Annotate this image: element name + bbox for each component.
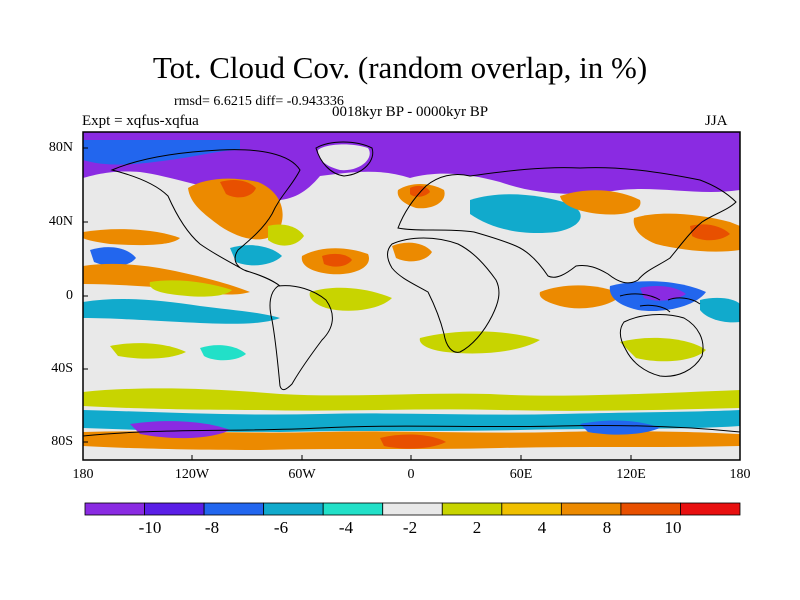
african-coast-orange xyxy=(392,242,432,262)
colorbar-label-8: 8 xyxy=(602,518,612,537)
colorbar-label-7: 4 xyxy=(537,518,547,537)
east-asia-orange xyxy=(633,213,740,252)
colorbar-box-6 xyxy=(382,502,443,516)
colorbar-label-6: 2 xyxy=(472,518,482,537)
antarctic-blue-patch xyxy=(580,420,660,435)
axis-ticks xyxy=(82,147,741,460)
west-pacific-cyan xyxy=(700,297,740,323)
greenland-neutral-patch xyxy=(318,144,370,171)
lat-label-80n: 80N xyxy=(48,140,73,155)
south-pacific-olive xyxy=(110,343,186,359)
colorbar-box-1 xyxy=(84,502,145,516)
indian-ocean-orange xyxy=(539,285,622,309)
colorbar-label-5: -2 xyxy=(402,518,418,537)
lat-label-80s: 80S xyxy=(51,434,73,449)
lon-label-180e: 180 xyxy=(729,467,751,482)
anomaly-field xyxy=(83,132,740,460)
coastline-africa xyxy=(387,237,500,353)
colorbar-label-2: -8 xyxy=(204,518,220,537)
colorbar-label-4: -4 xyxy=(338,518,354,537)
experiment-label: Expt = xqfus-xqfua xyxy=(82,113,199,129)
colorbar-box-8 xyxy=(501,502,562,516)
atlantic-equator-olive xyxy=(309,287,392,311)
lat-label-40n: 40N xyxy=(48,214,73,229)
colorbar-label-9: 10 xyxy=(664,518,682,537)
coastline-antarctica xyxy=(83,424,740,437)
map-title: Tot. Cloud Cov. (random overlap, in %) xyxy=(152,50,648,85)
siberia-positive xyxy=(560,190,641,215)
stats-label: rmsd= 6.6215 diff= -0.943336 xyxy=(174,94,344,109)
antarctic-red-patch xyxy=(380,434,446,449)
lat-label-40s: 40S xyxy=(51,361,73,376)
coastline-maritime-continent xyxy=(619,293,701,313)
arctic-blue-patch xyxy=(83,140,240,165)
coastline-south-america xyxy=(269,285,333,391)
north-america-olive xyxy=(268,224,304,246)
lat-label-eq: 0 xyxy=(66,288,73,303)
southern-ocean-cyan xyxy=(83,410,740,432)
colorbar-label-3: -6 xyxy=(273,518,289,537)
australia-olive xyxy=(620,337,706,362)
colorbar-box-7 xyxy=(441,502,503,516)
antarctic-violet-patch xyxy=(130,421,230,439)
colorbar-box-9 xyxy=(560,502,622,516)
europe-red-core xyxy=(410,185,430,197)
maritime-continent-violet xyxy=(640,286,686,301)
coastline-eurasia xyxy=(397,167,737,284)
season-label: JJA xyxy=(705,113,728,129)
lon-label-0: 0 xyxy=(407,467,415,482)
period-label: 0018kyr BP - 0000kyr BP xyxy=(331,104,489,120)
colorbar-label-1: -10 xyxy=(138,518,162,537)
southern-ocean-olive xyxy=(83,388,740,411)
lon-label-120e: 120E xyxy=(616,467,646,482)
colorbar-box-2 xyxy=(144,502,205,516)
colorbar-box-3 xyxy=(203,502,265,516)
coastline-greenland xyxy=(315,141,374,177)
lon-label-60w: 60W xyxy=(288,467,316,482)
coastlines xyxy=(83,141,740,437)
colorbar-box-11 xyxy=(680,502,741,516)
north-america-positive xyxy=(188,178,283,240)
colorbar-box-4 xyxy=(263,502,324,516)
lon-label-180w: 180 xyxy=(72,467,94,482)
south-pacific-teal xyxy=(200,345,246,361)
east-asia-red xyxy=(690,224,730,241)
coastline-north-america xyxy=(110,149,301,287)
lon-label-120w: 120W xyxy=(174,467,210,482)
colorbar-box-5 xyxy=(322,502,384,516)
equatorial-pacific-olive xyxy=(149,280,232,297)
colorbar xyxy=(84,502,741,516)
caribbean-cyan xyxy=(230,245,282,266)
mid-atlantic-red xyxy=(322,253,352,267)
east-pacific-blue xyxy=(90,247,136,267)
central-asia-cyan xyxy=(470,194,581,234)
north-pacific-orange xyxy=(83,229,180,246)
equatorial-cyan-band xyxy=(83,299,280,324)
coastline-australia xyxy=(619,314,704,377)
north-america-red-core xyxy=(220,180,256,198)
lon-label-60e: 60E xyxy=(509,467,533,482)
colorbar-box-10 xyxy=(620,502,681,516)
